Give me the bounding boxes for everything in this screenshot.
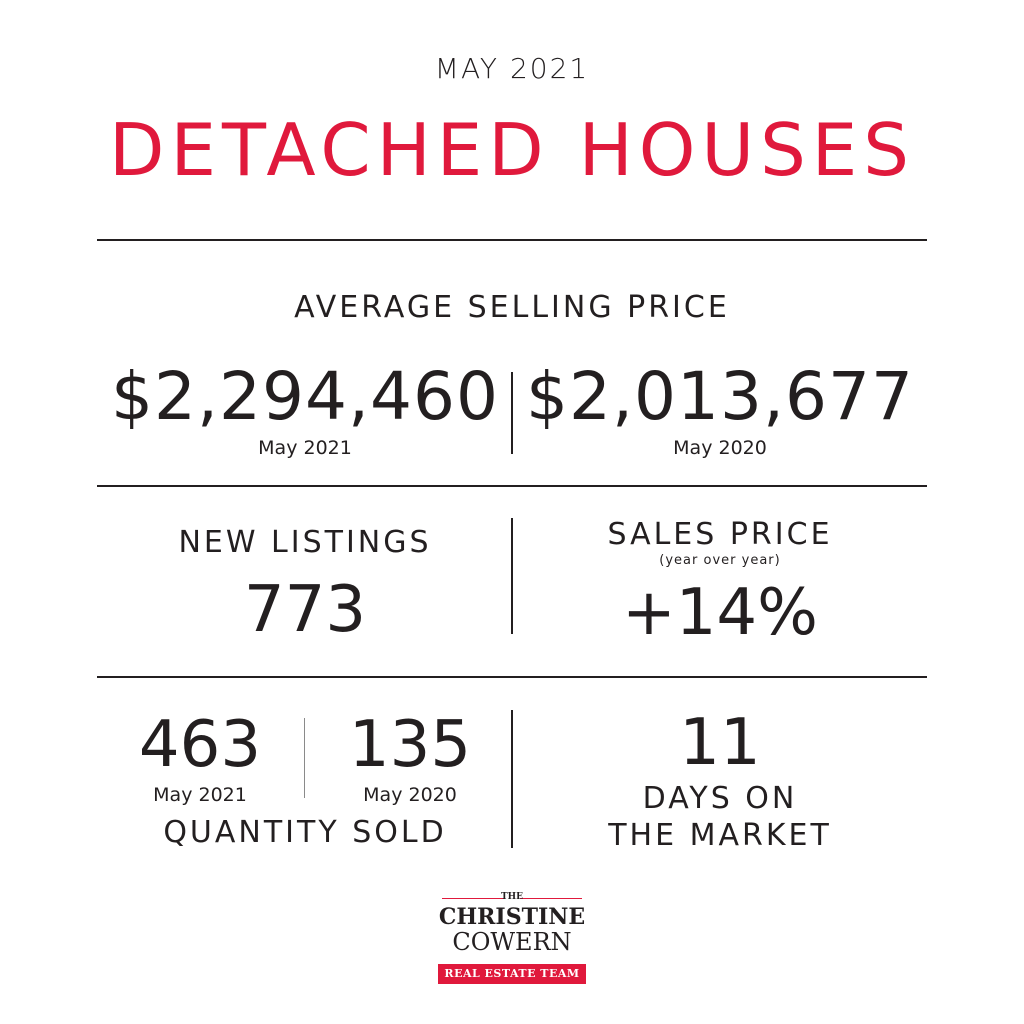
days-on-market-label-line2: THE MARKET — [608, 818, 832, 853]
divider-top — [97, 239, 927, 241]
divider-middle — [97, 485, 927, 487]
days-on-market-label-line1: DAYS ON — [642, 781, 798, 816]
quantity-sold-current-value: 463 — [138, 708, 262, 782]
logo-name-line2: COWERN — [452, 928, 572, 956]
days-on-market-value: 11 — [679, 706, 761, 780]
quantity-sold-previous-label: May 2020 — [363, 784, 457, 806]
avg-price-divider — [511, 372, 513, 454]
quantity-sold-previous-value: 135 — [348, 708, 472, 782]
logo-rule-left — [442, 898, 504, 899]
divider-bottom — [97, 676, 927, 678]
quantity-sold-current-label: May 2021 — [153, 784, 247, 806]
listings-divider — [511, 518, 513, 634]
sales-price-note: (year over year) — [659, 553, 781, 568]
logo-rule-right — [520, 898, 582, 899]
sales-price-value: +14% — [622, 576, 818, 650]
logo-name-line1: CHRISTINE — [438, 904, 586, 930]
month-label: MAY 2021 — [434, 52, 590, 85]
logo-tagline: REAL ESTATE TEAM — [438, 964, 586, 984]
quantity-sold-divider — [304, 718, 305, 798]
sales-price-heading: SALES PRICE — [607, 517, 833, 552]
new-listings-heading: NEW LISTINGS — [178, 525, 432, 560]
logo-the: THE — [500, 892, 524, 902]
avg-price-current-value: $2,294,460 — [111, 358, 499, 435]
quantity-sold-heading: QUANTITY SOLD — [163, 815, 447, 850]
avg-price-current-label: May 2021 — [258, 437, 352, 459]
avg-price-previous-label: May 2020 — [673, 437, 767, 459]
average-selling-price-heading: AVERAGE SELLING PRICE — [294, 290, 730, 325]
avg-price-previous-value: $2,013,677 — [526, 358, 914, 435]
page-title: DETACHED HOUSES — [109, 108, 915, 192]
quantity-days-divider — [511, 710, 513, 848]
christine-cowern-logo: THE CHRISTINE COWERN REAL ESTATE TEAM — [432, 892, 592, 988]
logo-the-row: THE — [432, 892, 592, 904]
new-listings-value: 773 — [243, 573, 367, 647]
